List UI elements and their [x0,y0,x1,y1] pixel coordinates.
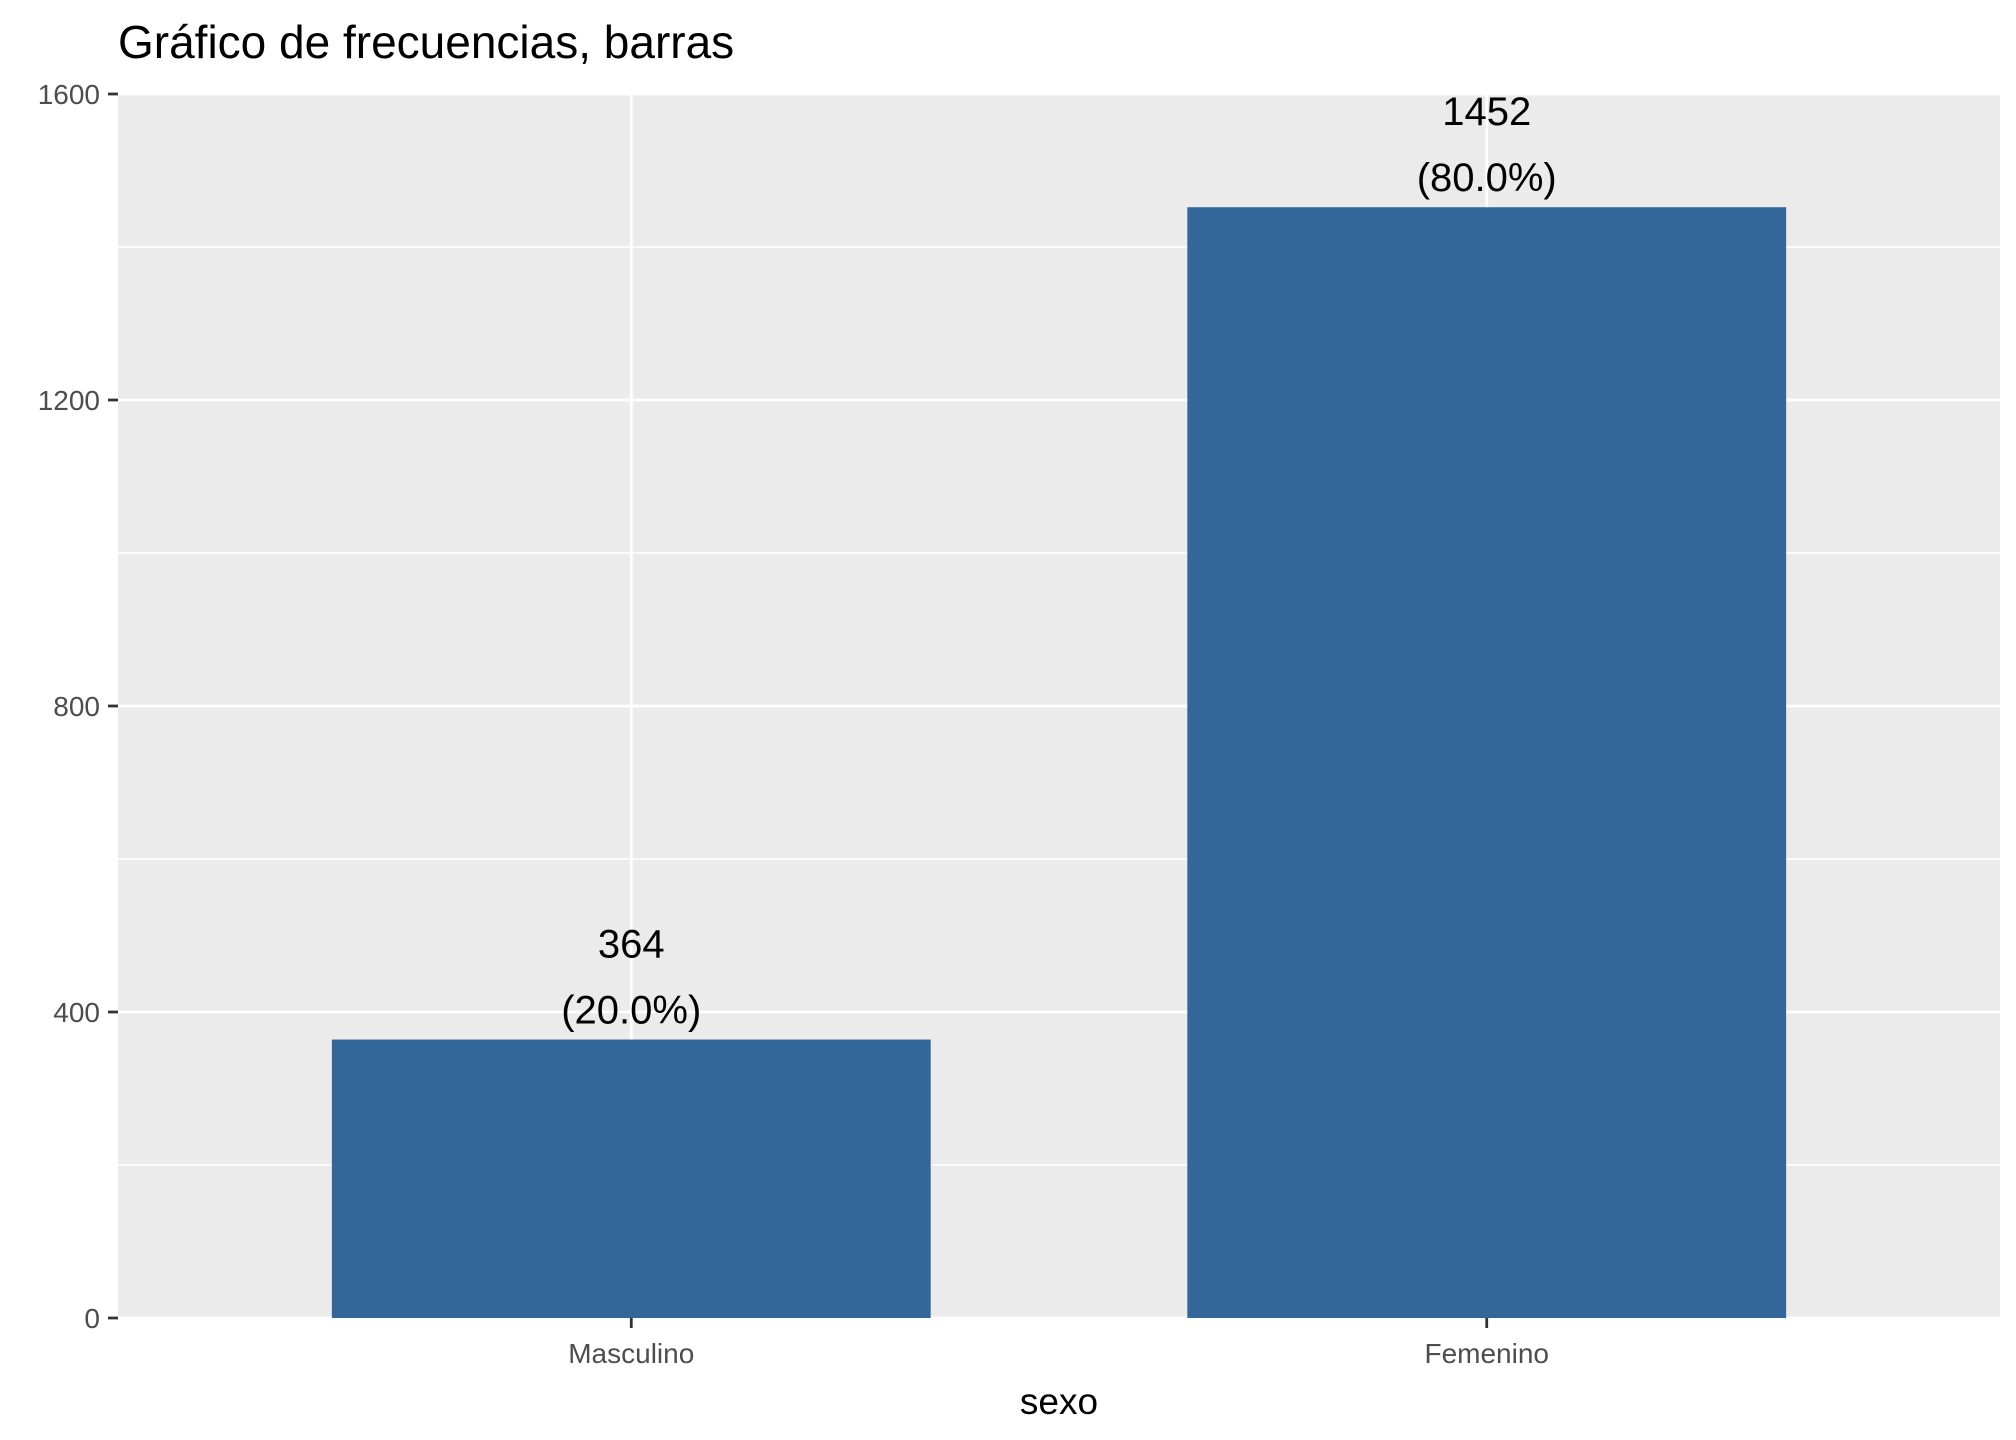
data-label-percent: (80.0%) [1417,156,1557,200]
y-tick-label: 1200 [38,385,100,416]
data-labels: 364 (20.0%) 1452 (80.0%) [561,90,1557,1032]
chart-title: Gráfico de frecuencias, barras [118,16,734,68]
y-tick-label: 800 [53,691,100,722]
data-label-count: 364 [598,923,665,967]
data-label-count: 1452 [1442,90,1531,134]
y-tick-label: 0 [84,1303,100,1334]
data-label-percent: (20.0%) [561,989,701,1033]
axes: 0 400 800 1200 1600 Masculino Femenino [38,79,1549,1369]
x-axis-title: sexo [1020,1381,1098,1422]
bar-masculino [331,1039,931,1318]
x-tick-label: Femenino [1424,1338,1549,1369]
bar-femenino [1187,207,1787,1319]
y-tick-label: 400 [53,997,100,1028]
x-tick-label: Masculino [568,1338,694,1369]
y-tick-label: 1600 [38,79,100,110]
bars [331,207,1787,1319]
